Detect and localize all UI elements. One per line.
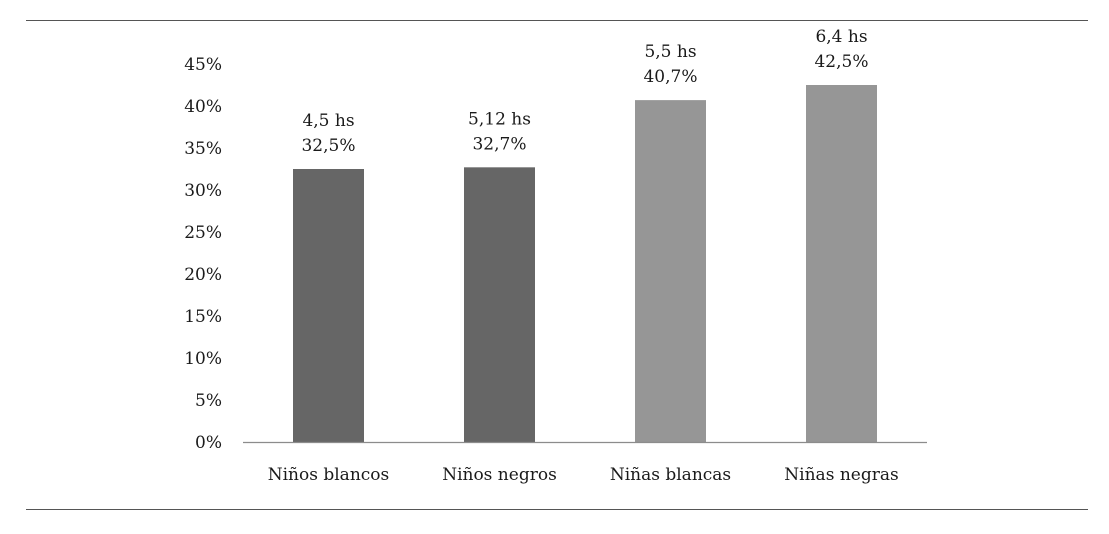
data-label-hours: 5,12 hs — [468, 109, 531, 129]
y-tick-label: 10% — [184, 349, 222, 369]
y-tick-label: 25% — [184, 223, 222, 243]
data-label-percent: 40,7% — [643, 67, 697, 87]
bar — [635, 100, 706, 443]
x-tick-label: Niños negros — [442, 465, 557, 485]
data-label-percent: 32,5% — [301, 136, 355, 156]
x-tick-label: Niños blancos — [268, 465, 390, 485]
y-tick-label: 45% — [184, 55, 222, 75]
data-label-percent: 32,7% — [472, 134, 526, 154]
data-label-hours: 4,5 hs — [302, 111, 354, 131]
x-tick-label: Niñas blancas — [610, 465, 731, 485]
y-tick-label: 30% — [184, 181, 222, 201]
y-tick-label: 5% — [195, 391, 222, 411]
y-tick-label: 0% — [195, 433, 222, 453]
y-tick-label: 35% — [184, 139, 222, 159]
bar — [293, 169, 364, 442]
y-tick-label: 15% — [184, 307, 222, 327]
data-label-hours: 6,4 hs — [815, 27, 867, 47]
data-label-percent: 42,5% — [814, 52, 868, 72]
top-rule — [26, 20, 1088, 21]
data-label-hours: 5,5 hs — [644, 42, 696, 62]
y-tick-label: 40% — [184, 97, 222, 117]
bar — [464, 167, 535, 442]
bar — [806, 85, 877, 442]
y-tick-label: 20% — [184, 265, 222, 285]
x-tick-label: Niñas negras — [784, 465, 898, 485]
bottom-rule — [26, 509, 1088, 510]
